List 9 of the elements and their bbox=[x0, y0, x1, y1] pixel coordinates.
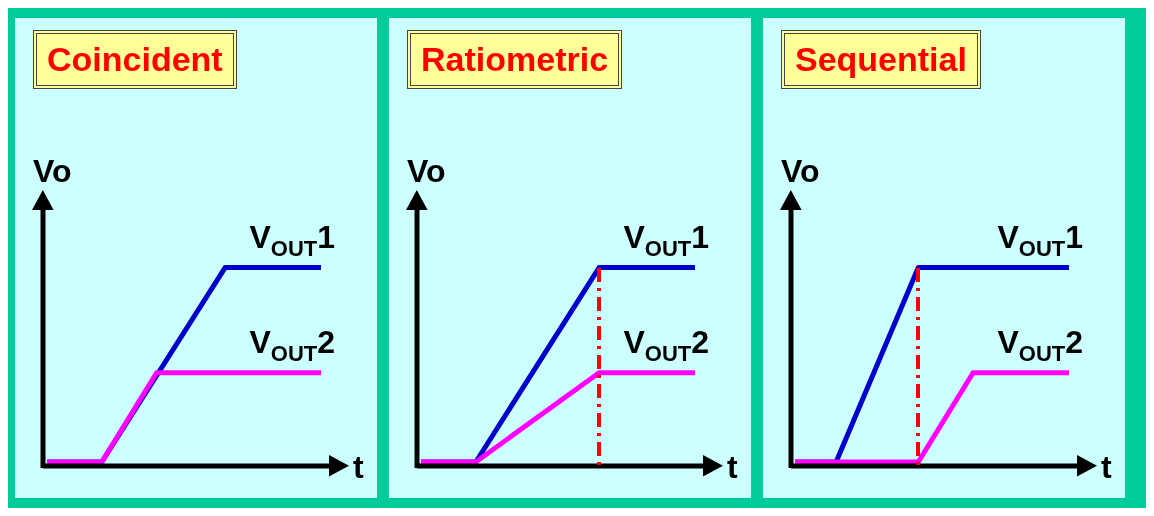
chart-title: Ratiometric bbox=[407, 30, 623, 89]
x-axis-title: t bbox=[1101, 449, 1112, 485]
y-axis-title: Vo bbox=[407, 153, 446, 189]
x-axis-title: t bbox=[727, 449, 738, 485]
x-axis-title: t bbox=[353, 449, 364, 485]
y-axis-title: Vo bbox=[781, 153, 820, 189]
chart-title: Coincident bbox=[33, 30, 237, 89]
y-axis-title: Vo bbox=[33, 153, 72, 189]
chart-title: Sequential bbox=[781, 30, 981, 89]
